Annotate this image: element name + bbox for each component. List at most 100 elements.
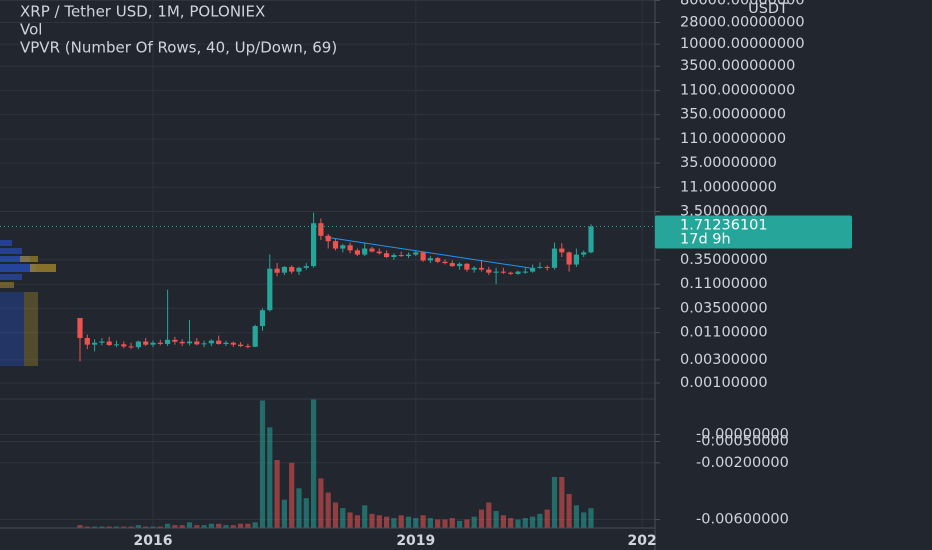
candle-body bbox=[515, 271, 521, 274]
candle-body bbox=[274, 268, 280, 273]
candle-body bbox=[84, 338, 90, 345]
candle-body bbox=[559, 248, 565, 253]
volume-bar bbox=[281, 499, 287, 528]
volume-bar bbox=[303, 498, 309, 528]
candle-body bbox=[427, 258, 433, 261]
x-tick-label: 2019 bbox=[396, 533, 435, 549]
volume-bar bbox=[157, 526, 163, 528]
volume-bar bbox=[559, 476, 565, 528]
y-tick-label: 1100.00000000 bbox=[680, 83, 795, 99]
volume-bar bbox=[267, 427, 273, 528]
profile-row bbox=[0, 264, 36, 272]
candle-body bbox=[245, 346, 251, 348]
candle-body bbox=[208, 340, 214, 344]
volume-bar bbox=[493, 510, 499, 528]
y-unit: USDT bbox=[748, 1, 788, 17]
candle-body bbox=[311, 223, 317, 267]
grid bbox=[0, 0, 655, 528]
candle-body bbox=[544, 266, 550, 268]
candle-body bbox=[296, 267, 302, 272]
volume-bar bbox=[223, 525, 229, 528]
volume-bar bbox=[216, 523, 222, 528]
candle-body bbox=[106, 341, 112, 345]
candle-body bbox=[223, 342, 229, 344]
y-tick-label: 10000.00000000 bbox=[680, 36, 805, 52]
candle-body bbox=[99, 341, 105, 343]
volume-bar bbox=[135, 525, 141, 528]
x-tick-label: 2016 bbox=[134, 533, 173, 549]
volume-bar bbox=[384, 516, 390, 528]
candle-body bbox=[172, 339, 178, 342]
volume-bar bbox=[347, 512, 353, 528]
candle-body bbox=[113, 344, 120, 346]
volume-bar bbox=[106, 526, 112, 528]
candle-body bbox=[376, 251, 382, 254]
candle-body bbox=[303, 266, 309, 268]
candle-body bbox=[325, 235, 331, 242]
volume-bar bbox=[544, 509, 550, 528]
volume-bar bbox=[500, 515, 506, 528]
candle-body bbox=[238, 344, 244, 347]
candle-body bbox=[201, 343, 207, 345]
volume-bar bbox=[413, 518, 419, 528]
volume-bar bbox=[311, 399, 317, 528]
volume-bar bbox=[362, 505, 368, 528]
volume-bar bbox=[551, 476, 558, 528]
last-price-box bbox=[655, 215, 852, 249]
volume-bar bbox=[581, 512, 587, 528]
volume-bar bbox=[165, 523, 171, 528]
candle-body bbox=[391, 255, 397, 258]
profile-row bbox=[30, 264, 56, 272]
countdown-label: 17d 9h bbox=[680, 231, 731, 247]
y-tick-label: -0.00050000 bbox=[696, 434, 789, 450]
volume-bar bbox=[486, 502, 492, 528]
volume-bar bbox=[318, 478, 324, 528]
trend-line bbox=[324, 236, 531, 269]
chart-title: XRP / Tether USD, 1M, POLONIEX bbox=[20, 3, 265, 21]
candle-body bbox=[318, 223, 324, 236]
candle-body bbox=[551, 248, 558, 268]
y-tick-label: 35.00000000 bbox=[680, 155, 777, 171]
volume-bar bbox=[522, 518, 528, 528]
candle-body bbox=[508, 272, 514, 274]
y-tick-label: 0.35000000 bbox=[680, 252, 768, 268]
y-tick-label: 3500.00000000 bbox=[680, 58, 795, 74]
candle-body bbox=[347, 245, 353, 251]
candle-body bbox=[566, 252, 572, 265]
volume-bar bbox=[179, 525, 185, 528]
candle-body bbox=[77, 318, 83, 339]
candle-body bbox=[121, 344, 127, 347]
candle-body bbox=[281, 266, 287, 273]
volume-bar bbox=[537, 513, 543, 528]
profile-row bbox=[0, 248, 22, 254]
candle-body bbox=[435, 258, 441, 262]
axes: 80000.00000000 28000.00000000 10000.000000… bbox=[134, 0, 852, 549]
volume-bar bbox=[150, 526, 156, 528]
volume-bar bbox=[530, 516, 536, 528]
candle-body bbox=[340, 245, 346, 249]
volume-bar bbox=[464, 519, 470, 528]
volume-bar bbox=[405, 516, 412, 528]
volume-bar bbox=[172, 525, 178, 528]
y-tick-label: 0.11000000 bbox=[680, 276, 768, 292]
candle-body bbox=[157, 342, 163, 344]
volume-bar bbox=[435, 519, 441, 528]
profile-row bbox=[0, 256, 30, 262]
volume-bar bbox=[449, 518, 455, 528]
volume-bar bbox=[99, 526, 105, 528]
volume-legend: Vol bbox=[20, 21, 42, 39]
volume-bar bbox=[420, 515, 426, 528]
volume-bar bbox=[121, 526, 127, 528]
volume-bar bbox=[354, 515, 360, 528]
volume-bar bbox=[296, 488, 302, 528]
y-tick-label: 11.00000000 bbox=[680, 179, 777, 195]
profile-row bbox=[0, 292, 24, 366]
candle-body bbox=[194, 341, 200, 345]
indicator-legend: VPVR (Number Of Rows, 40, Up/Down, 69) bbox=[20, 39, 337, 57]
candle-body bbox=[92, 342, 98, 345]
candle-body bbox=[471, 267, 477, 270]
volume-bar bbox=[238, 523, 244, 528]
candle-body bbox=[332, 241, 339, 249]
volume-bar bbox=[274, 459, 280, 528]
